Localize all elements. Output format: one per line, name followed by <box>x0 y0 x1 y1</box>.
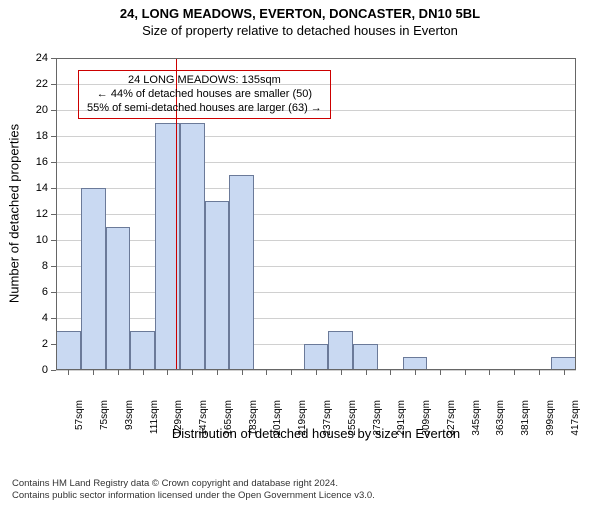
attribution-footer: Contains HM Land Registry data © Crown c… <box>12 478 375 502</box>
chart-container: 24 LONG MEADOWS: 135sqm← 44% of detached… <box>0 50 600 450</box>
y-tick-label: 8 <box>24 260 48 272</box>
chart-title: 24, LONG MEADOWS, EVERTON, DONCASTER, DN… <box>0 6 600 21</box>
y-tick-label: 20 <box>24 104 48 116</box>
x-axis-label: Distribution of detached houses by size … <box>56 426 576 441</box>
y-tick-label: 14 <box>24 182 48 194</box>
y-tick-label: 22 <box>24 78 48 90</box>
axis-border <box>56 58 576 370</box>
y-tick-label: 10 <box>24 234 48 246</box>
chart-subtitle: Size of property relative to detached ho… <box>0 23 600 38</box>
y-tick-label: 2 <box>24 338 48 350</box>
y-tick-label: 6 <box>24 286 48 298</box>
y-tick-label: 4 <box>24 312 48 324</box>
footer-line-2: Contains public sector information licen… <box>12 490 375 502</box>
plot-area: 24 LONG MEADOWS: 135sqm← 44% of detached… <box>56 58 576 370</box>
y-tick-label: 24 <box>24 52 48 64</box>
y-tick-label: 18 <box>24 130 48 142</box>
y-tick-label: 16 <box>24 156 48 168</box>
footer-line-1: Contains HM Land Registry data © Crown c… <box>12 478 375 490</box>
y-tick-label: 12 <box>24 208 48 220</box>
y-axis-label: Number of detached properties <box>7 114 22 314</box>
y-tick-label: 0 <box>24 364 48 376</box>
